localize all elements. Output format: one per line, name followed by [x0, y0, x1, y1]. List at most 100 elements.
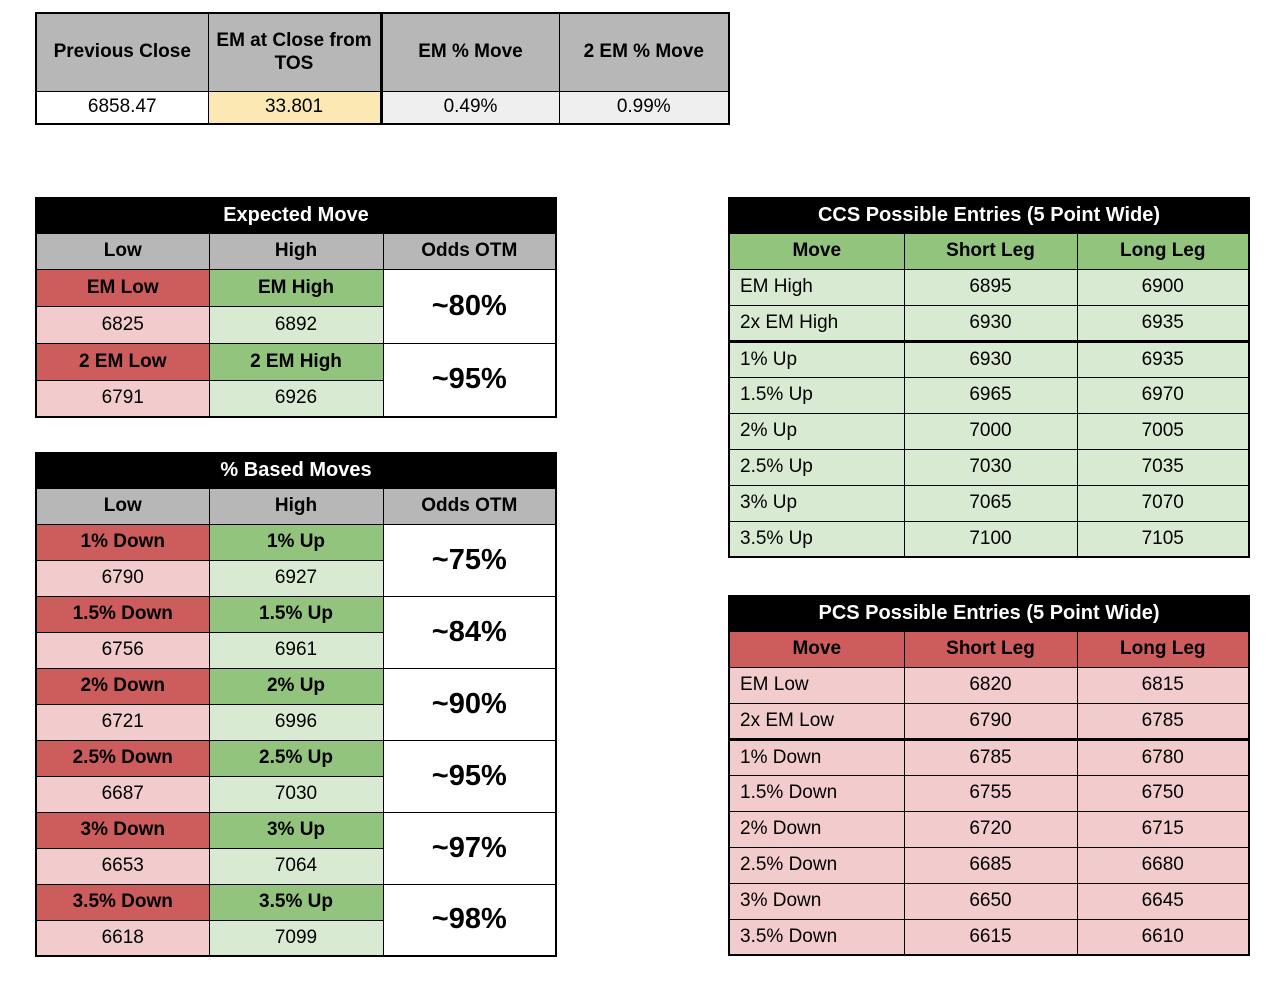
low-label-cell: 2 EM Low	[35, 342, 210, 381]
high-label-cell: 1.5% Up	[208, 595, 384, 633]
long-leg-cell: 6900	[1076, 268, 1250, 306]
table-row: 1% Down 6785 6780	[728, 738, 1250, 776]
table-row: 2x EM High 6930 6935	[728, 304, 1250, 343]
odds-otm-cell: ~95%	[382, 342, 557, 418]
long-leg-cell: 7105	[1076, 520, 1250, 558]
table-row: 2.5% Down 2.5% Up ~95%	[35, 739, 557, 813]
table-row: % Based Moves	[35, 452, 557, 489]
header-2em-percent-move: 2 EM % Move	[558, 12, 730, 92]
table-row: 2x EM Low 6790 6785	[728, 702, 1250, 741]
short-leg-cell: 7000	[903, 412, 1078, 450]
column-header-long-leg: Long Leg	[1076, 630, 1250, 668]
column-header-odds-otm: Odds OTM	[382, 487, 557, 525]
short-leg-cell: 6615	[903, 918, 1078, 956]
long-leg-cell: 7035	[1076, 448, 1250, 486]
move-cell: 2.5% Up	[728, 448, 905, 486]
table-row: 1% Up 6930 6935	[728, 340, 1250, 378]
low-label-cell: 1.5% Down	[35, 595, 210, 633]
high-value-cell: 6892	[208, 305, 384, 344]
high-label-cell: EM High	[208, 268, 384, 307]
table-row: 3.5% Down 3.5% Up ~98%	[35, 883, 557, 957]
low-value-cell: 6687	[35, 775, 210, 813]
long-leg-cell: 6970	[1076, 376, 1250, 414]
header-em-percent-move: EM % Move	[380, 12, 560, 92]
high-value-cell: 6927	[208, 559, 384, 597]
table-row: 1.5% Down 1.5% Up ~84%	[35, 595, 557, 669]
table-row: 6858.47 33.801 0.49% 0.99%	[35, 90, 730, 125]
move-cell: 3% Up	[728, 484, 905, 522]
table-row: 2% Down 2% Up ~90%	[35, 667, 557, 741]
move-cell: 1.5% Up	[728, 376, 905, 414]
short-leg-cell: 7065	[903, 484, 1078, 522]
header-em-at-close-from-tos: EM at Close from TOS	[207, 12, 383, 92]
percent-based-moves-title: % Based Moves	[35, 452, 557, 489]
low-label-cell: 2.5% Down	[35, 739, 210, 777]
high-value-cell: 6961	[208, 631, 384, 669]
long-leg-cell: 6815	[1076, 666, 1250, 704]
column-header-low: Low	[35, 232, 210, 270]
column-header-move: Move	[728, 630, 905, 668]
ccs-title: CCS Possible Entries (5 Point Wide)	[728, 197, 1250, 234]
move-cell: 2x EM Low	[728, 702, 905, 741]
column-header-long-leg: Long Leg	[1076, 232, 1250, 270]
table-row: 6618 7099	[35, 919, 556, 957]
short-leg-cell: 6820	[903, 666, 1078, 704]
move-cell: 2% Down	[728, 810, 905, 848]
expected-move-title: Expected Move	[35, 197, 557, 234]
table-row: Expected Move	[35, 197, 557, 234]
column-header-short-leg: Short Leg	[903, 232, 1078, 270]
move-cell: 3% Down	[728, 882, 905, 920]
high-value-cell: 6996	[208, 703, 384, 741]
summary-table: Previous Close EM at Close from TOS EM %…	[35, 12, 730, 125]
short-leg-cell: 6895	[903, 268, 1078, 306]
odds-otm-cell: ~80%	[382, 268, 557, 344]
table-row: 2% Down 6720 6715	[728, 810, 1250, 848]
move-cell: EM Low	[728, 666, 905, 704]
table-row: Previous Close EM at Close from TOS EM %…	[35, 12, 730, 92]
low-value-cell: 6721	[35, 703, 210, 741]
table-row: 2.5% Up 7030 7035	[728, 448, 1250, 486]
short-leg-cell: 6930	[903, 304, 1078, 343]
table-row: 6790 6927	[35, 559, 556, 597]
short-leg-cell: 6930	[903, 340, 1078, 378]
short-leg-cell: 7100	[903, 520, 1078, 558]
move-cell: 1% Up	[728, 340, 905, 378]
table-row: Low High Odds OTM	[35, 232, 557, 270]
table-row: EM Low EM High ~80%	[35, 268, 557, 344]
table-row: 1.5% Up 6965 6970	[728, 376, 1250, 414]
long-leg-cell: 7005	[1076, 412, 1250, 450]
move-cell: EM High	[728, 268, 905, 306]
high-value-cell: 7064	[208, 847, 384, 885]
table-row: 2% Up 7000 7005	[728, 412, 1250, 450]
table-row: PCS Possible Entries (5 Point Wide)	[728, 595, 1250, 632]
long-leg-cell: 6645	[1076, 882, 1250, 920]
column-header-high: High	[208, 232, 384, 270]
low-label-cell: EM Low	[35, 268, 210, 307]
low-label-cell: 1% Down	[35, 523, 210, 561]
high-label-cell: 1% Up	[208, 523, 384, 561]
low-value-cell: 6756	[35, 631, 210, 669]
low-label-cell: 3.5% Down	[35, 883, 210, 921]
odds-otm-cell: ~98%	[382, 883, 557, 957]
table-row: 3% Down 3% Up ~97%	[35, 811, 557, 885]
table-row: 3.5% Down 6615 6610	[728, 918, 1250, 956]
low-value-cell: 6825	[35, 305, 210, 344]
long-leg-cell: 6935	[1076, 304, 1250, 343]
odds-otm-cell: ~95%	[382, 739, 557, 813]
long-leg-cell: 6610	[1076, 918, 1250, 956]
short-leg-cell: 6720	[903, 810, 1078, 848]
low-value-cell: 6618	[35, 919, 210, 957]
high-value-cell: 7099	[208, 919, 384, 957]
table-row: 3.5% Up 7100 7105	[728, 520, 1250, 558]
table-row: 6687 7030	[35, 775, 556, 813]
low-label-cell: 2% Down	[35, 667, 210, 705]
odds-otm-cell: ~75%	[382, 523, 557, 597]
table-row: 6756 6961	[35, 631, 556, 669]
short-leg-cell: 6650	[903, 882, 1078, 920]
percent-based-moves-table: % Based Moves Low High Odds OTM 1% Down …	[35, 452, 558, 957]
short-leg-cell: 7030	[903, 448, 1078, 486]
high-label-cell: 2% Up	[208, 667, 384, 705]
short-leg-cell: 6790	[903, 702, 1078, 741]
move-cell: 1% Down	[728, 738, 905, 776]
high-label-cell: 2.5% Up	[208, 739, 384, 777]
